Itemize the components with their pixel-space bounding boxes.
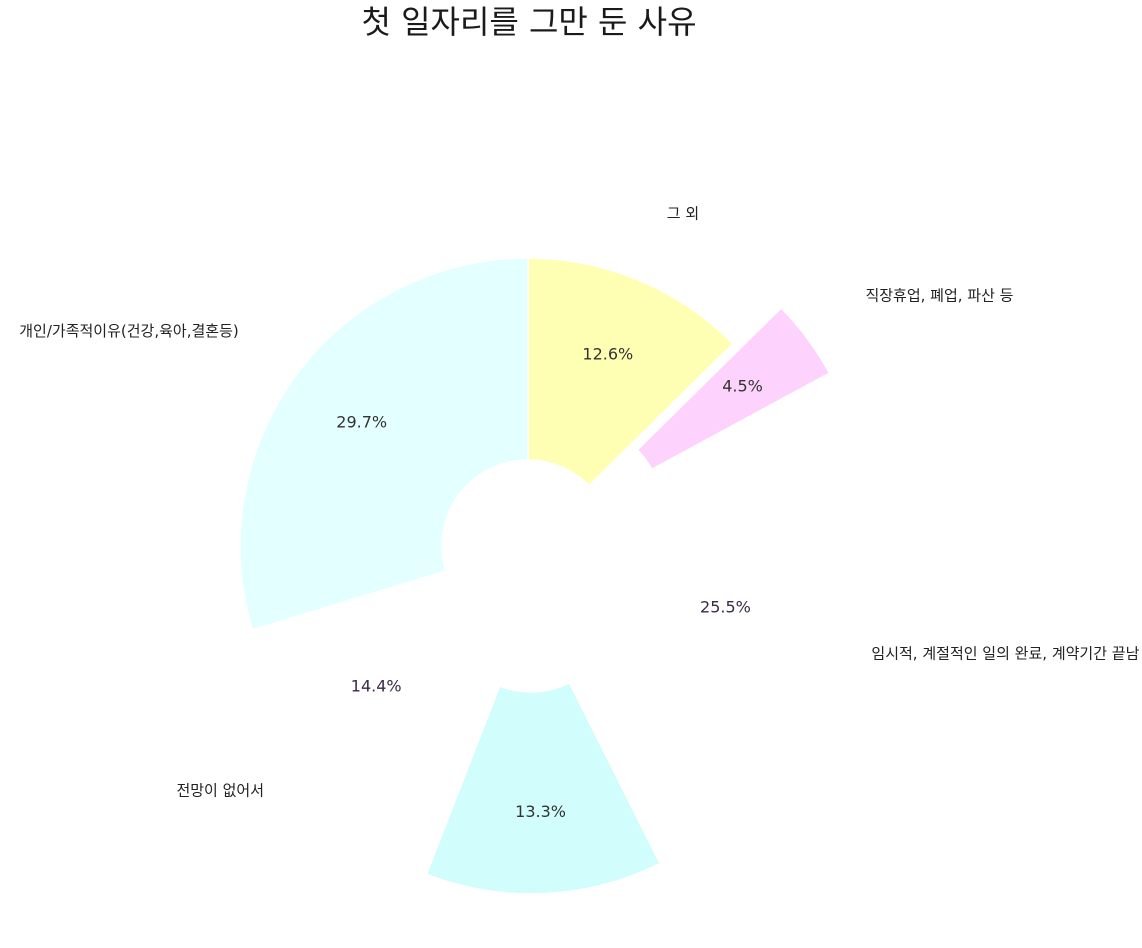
pie-slice: [636, 306, 831, 471]
slice-category-label: 개인/가족적이유(건강,육아,결혼등): [19, 322, 239, 340]
slice-percent-label: 14.4%: [351, 676, 402, 695]
slice-category-label: 임시적, 계절적인 일의 완료, 계약기간 끝남: [871, 645, 1139, 663]
pie-slice: [527, 257, 734, 487]
pie-slice: [565, 407, 817, 805]
slice-percent-label: 25.5%: [700, 598, 751, 617]
slice-category-label: 그 외: [667, 204, 699, 222]
slice-percent-label: 12.6%: [582, 345, 633, 364]
slice-percent-label: 29.7%: [336, 412, 387, 431]
slice-category-label: 직장휴업, 폐업, 파산 등: [865, 286, 1013, 304]
slice-category-label: 전망이 없어서: [176, 781, 264, 799]
chart-title: 첫 일자리를 그만 둔 사유: [361, 3, 697, 41]
pie-slice: [251, 570, 498, 816]
pie-slice: [239, 257, 529, 631]
pie-slice: [425, 681, 661, 895]
slice-percent-label: 13.3%: [515, 802, 566, 821]
slice-percent-label: 4.5%: [722, 377, 763, 396]
